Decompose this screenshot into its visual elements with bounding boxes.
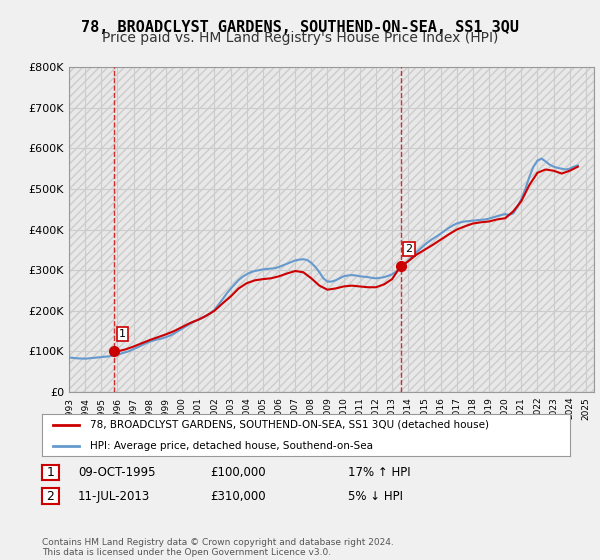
Text: 5% ↓ HPI: 5% ↓ HPI	[348, 489, 403, 503]
Text: HPI: Average price, detached house, Southend-on-Sea: HPI: Average price, detached house, Sout…	[89, 441, 373, 451]
Text: Contains HM Land Registry data © Crown copyright and database right 2024.
This d: Contains HM Land Registry data © Crown c…	[42, 538, 394, 557]
Text: £100,000: £100,000	[210, 466, 266, 479]
Text: 78, BROADCLYST GARDENS, SOUTHEND-ON-SEA, SS1 3QU: 78, BROADCLYST GARDENS, SOUTHEND-ON-SEA,…	[81, 20, 519, 35]
Text: 17% ↑ HPI: 17% ↑ HPI	[348, 466, 410, 479]
Text: 1: 1	[46, 466, 55, 479]
Text: Price paid vs. HM Land Registry's House Price Index (HPI): Price paid vs. HM Land Registry's House …	[102, 31, 498, 45]
Text: £310,000: £310,000	[210, 489, 266, 503]
Text: 2: 2	[46, 489, 55, 503]
Text: 09-OCT-1995: 09-OCT-1995	[78, 466, 155, 479]
Text: 11-JUL-2013: 11-JUL-2013	[78, 489, 150, 503]
Text: 1: 1	[119, 329, 126, 339]
Text: 2: 2	[406, 244, 413, 254]
Text: 78, BROADCLYST GARDENS, SOUTHEND-ON-SEA, SS1 3QU (detached house): 78, BROADCLYST GARDENS, SOUTHEND-ON-SEA,…	[89, 420, 488, 430]
